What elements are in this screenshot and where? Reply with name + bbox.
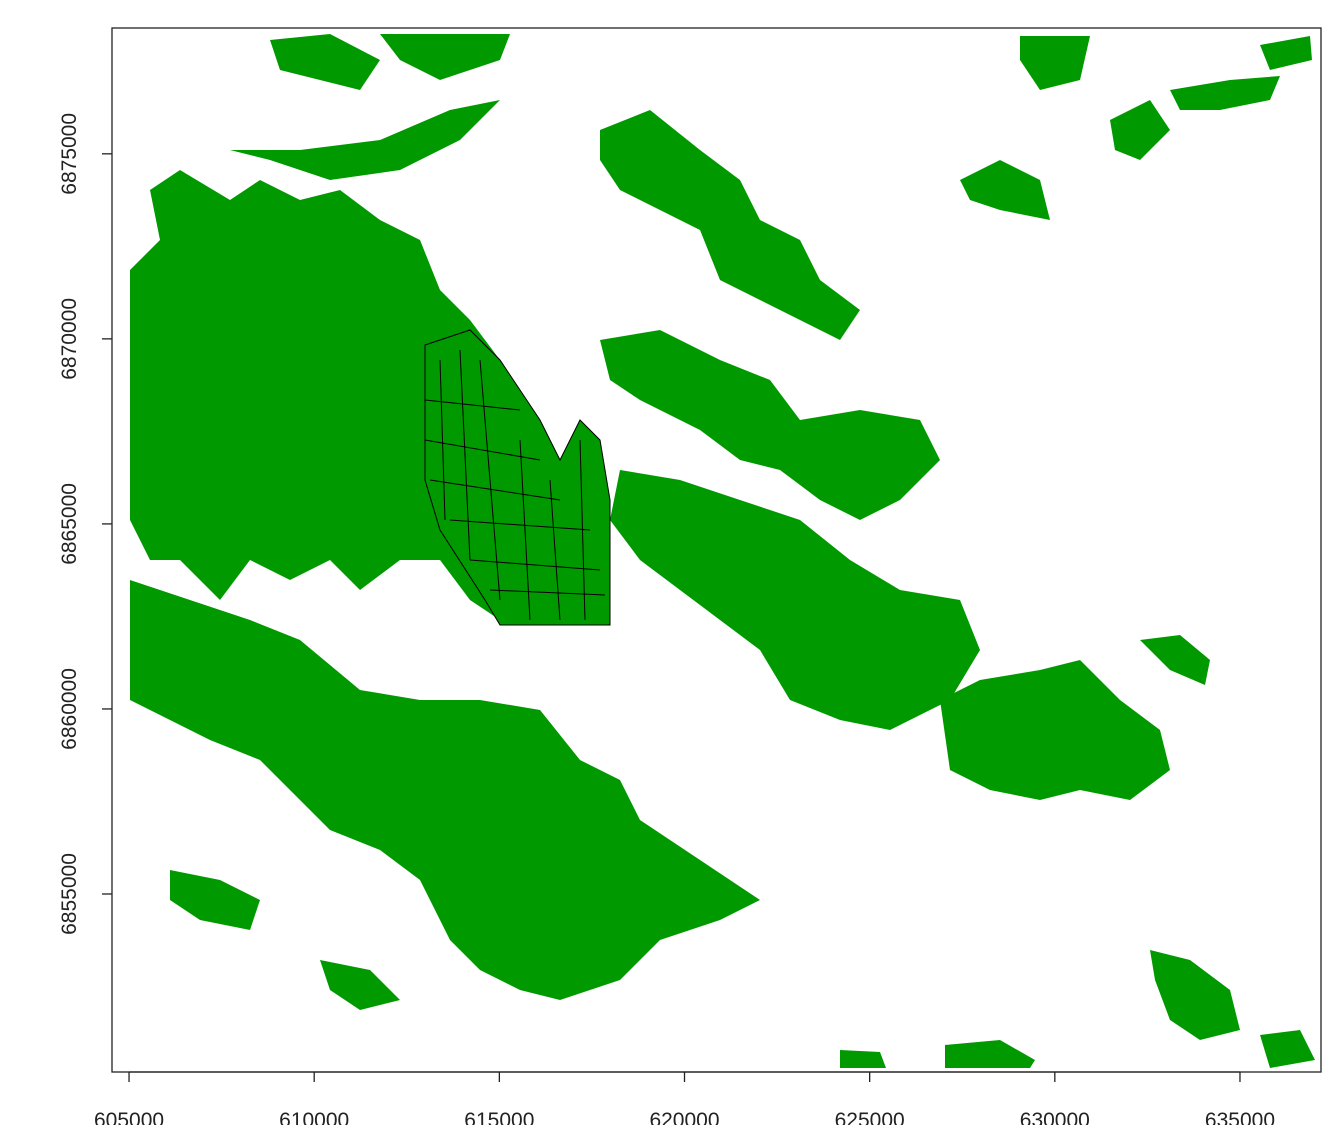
- x-tick-label: 620000: [649, 1109, 719, 1125]
- forest-patch: [230, 100, 500, 180]
- forest-patch: [960, 160, 1050, 220]
- forest-areas: [130, 34, 1315, 1068]
- x-tick-label: 615000: [464, 1109, 534, 1125]
- forest-patch: [940, 660, 1170, 800]
- forest-patch: [610, 470, 980, 730]
- forest-patch: [1110, 100, 1170, 160]
- y-tick-label: 6855000: [58, 853, 81, 935]
- forest-patch: [320, 960, 400, 1010]
- x-tick-label: 610000: [279, 1109, 349, 1125]
- forest-patch: [1170, 76, 1280, 110]
- forest-patch: [1150, 950, 1240, 1040]
- forest-patch: [130, 580, 760, 1000]
- forest-patch: [425, 330, 610, 625]
- forest-patch: [380, 34, 510, 80]
- forest-patch: [600, 330, 940, 520]
- forest-patch: [1140, 635, 1210, 685]
- forest-patch: [1020, 36, 1090, 90]
- forest-patch: [840, 1050, 886, 1068]
- y-tick-label: 6865000: [58, 483, 81, 565]
- forest-patch: [1260, 1030, 1315, 1068]
- parcel-grid: [424, 329, 611, 626]
- parcel-outlines: [424, 329, 611, 626]
- y-tick-label: 6870000: [58, 298, 81, 380]
- x-tick-label: 625000: [835, 1109, 905, 1125]
- x-tick-label: 605000: [94, 1109, 164, 1125]
- forest-patch: [1260, 36, 1312, 70]
- y-tick-label: 6875000: [58, 113, 81, 195]
- forest-patch: [945, 1040, 1035, 1068]
- x-tick-label: 635000: [1205, 1109, 1275, 1125]
- forest-patch: [170, 870, 260, 930]
- forest-patch: [600, 110, 860, 340]
- y-tick-label: 6860000: [58, 668, 81, 750]
- x-tick-label: 630000: [1020, 1109, 1090, 1125]
- forest-patch: [270, 34, 380, 90]
